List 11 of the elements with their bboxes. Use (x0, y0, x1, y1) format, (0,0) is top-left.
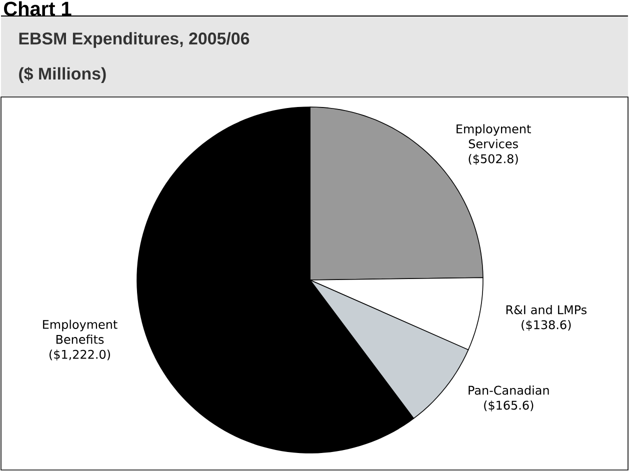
chart-title: EBSM Expenditures, 2005/06 (19, 32, 250, 48)
data-label: ($138.6) (522, 320, 571, 331)
slice-label: Pan-Canadian (468, 386, 549, 395)
data-label: ($1,222.0) (50, 350, 110, 360)
chart-subtitle: ($ Millions) (19, 66, 106, 84)
data-label: ($165.6) (484, 400, 534, 412)
slice-label: Employment Benefits (43, 320, 118, 344)
data-label: ($502.8) (468, 154, 518, 165)
slice-label: R&I and LMPs (506, 305, 587, 314)
slice-label: Employment Services (456, 124, 531, 148)
caption: Chart 1 (4, 1, 72, 16)
